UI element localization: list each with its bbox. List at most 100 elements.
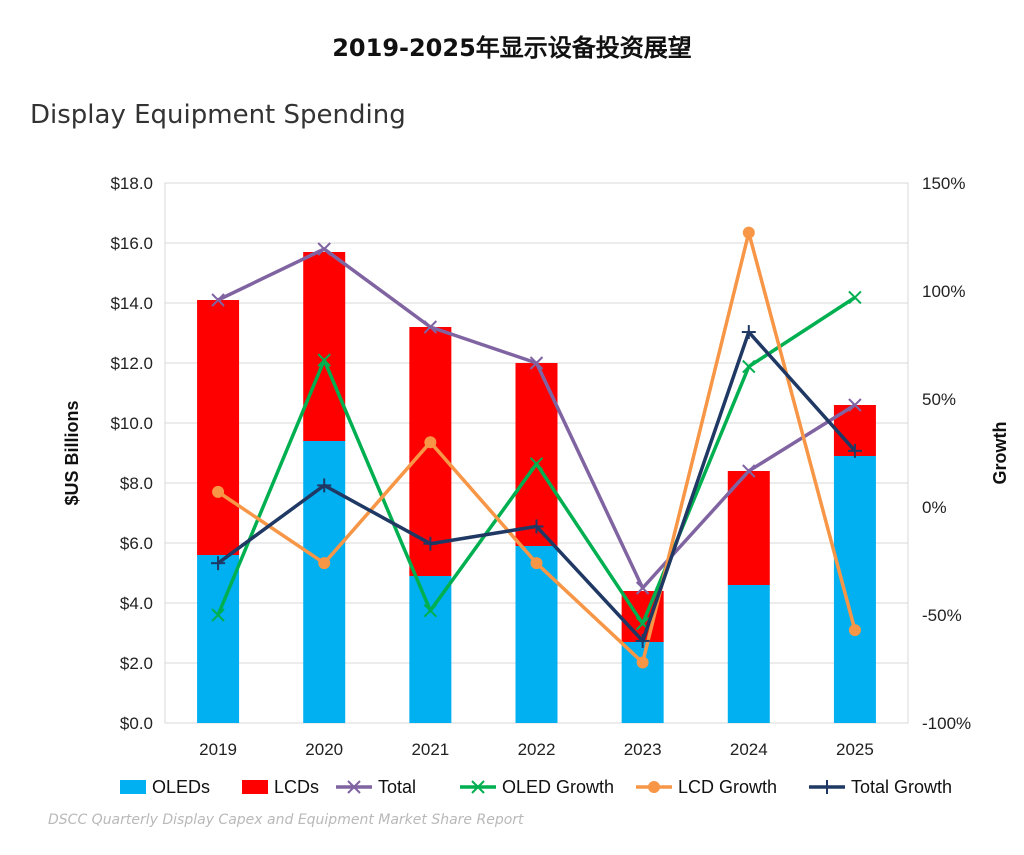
y2-tick-label: 100% <box>922 282 965 301</box>
point-total-2024-stroke <box>742 464 756 478</box>
point-total-2025 <box>848 398 862 412</box>
point-total-2019-stroke <box>211 293 225 307</box>
legend-marker-oled_growth-stroke <box>471 780 485 794</box>
legend-item-oled_growth: OLED Growth <box>460 777 614 797</box>
point-oled_growth-2022 <box>529 457 544 471</box>
y-tick-label: $8.0 <box>120 474 153 493</box>
y-axis-title: $US Billions <box>62 400 82 505</box>
point-oled_growth-2025 <box>848 290 862 305</box>
legend-label-oled_growth: OLED Growth <box>502 777 614 797</box>
legend-label-lcd_growth: LCD Growth <box>678 777 777 797</box>
point-lcd_growth-2021 <box>424 436 437 449</box>
x-tick-label: 2025 <box>836 740 874 759</box>
point-total-2021 <box>423 320 438 334</box>
point-lcd_growth-2022 <box>530 557 543 570</box>
point-oled_growth-2020-stroke <box>317 353 331 367</box>
y2-axis-title: Growth <box>990 422 1010 485</box>
legend-swatch-lcds <box>242 780 268 794</box>
legend-label-oleds: OLEDs <box>152 777 210 797</box>
y-tick-label: $18.0 <box>110 174 153 193</box>
bar-oleds-2021 <box>409 576 452 723</box>
point-oled_growth-2021-stroke <box>423 603 438 618</box>
point-total_growth-2019 <box>211 556 226 571</box>
chart-title: Display Equipment Spending <box>30 100 406 130</box>
bar-lcds-2019 <box>197 300 240 555</box>
bar-lcds-2024 <box>727 471 770 585</box>
legend-marker-total <box>347 780 361 794</box>
point-oled_growth-2022-stroke <box>529 457 544 471</box>
point-lcd_growth-2023 <box>636 656 649 669</box>
point-oled_growth-2020 <box>317 353 331 367</box>
legend-marker-total_growth <box>820 780 834 794</box>
y-tick-label: $10.0 <box>110 414 153 433</box>
legend-label-total_growth: Total Growth <box>851 777 952 797</box>
point-lcd_growth-2019 <box>212 485 225 498</box>
y-tick-label: $4.0 <box>120 594 153 613</box>
x-tick-label: 2021 <box>411 740 449 759</box>
point-total_growth-2023 <box>635 633 650 648</box>
legend-marker-oled_growth <box>471 780 485 794</box>
point-total-2020 <box>317 242 331 256</box>
point-oled_growth-2025-stroke <box>848 290 862 305</box>
legend-item-total_growth: Total Growth <box>809 777 952 797</box>
bar-oleds-2022 <box>515 546 558 723</box>
point-oled_growth-2024 <box>742 359 756 374</box>
x-tick-label: 2024 <box>730 740 768 759</box>
y2-tick-label: 50% <box>922 390 956 409</box>
bars <box>197 252 876 723</box>
bar-oleds-2023 <box>621 642 664 723</box>
x-tick-label: 2020 <box>305 740 343 759</box>
y2-tick-label: -50% <box>922 606 962 625</box>
point-total_growth-2021 <box>423 536 438 551</box>
point-total-2023 <box>635 581 650 595</box>
point-total-2019 <box>211 293 225 307</box>
bar-oleds-2024 <box>727 585 770 723</box>
legend-label-lcds: LCDs <box>274 777 319 797</box>
point-oled_growth-2024-stroke <box>742 359 756 374</box>
point-total_growth-2020 <box>317 478 332 493</box>
y-tick-label: $16.0 <box>110 234 153 253</box>
page-title: 2019-2025年显示设备投资展望 <box>332 34 692 62</box>
point-lcd_growth-2020 <box>318 557 331 570</box>
point-total-2025-stroke <box>848 398 862 412</box>
x-tick-label: 2022 <box>518 740 556 759</box>
legend-marker-total-stroke <box>347 780 361 794</box>
axes: $0.0 $2.0 $4.0 $6.0 $8.0 $10.0 $12.0 $14.0 $16.0… <box>62 174 1010 759</box>
point-oled_growth-2019 <box>211 608 225 622</box>
point-total-2022-stroke <box>529 356 544 370</box>
point-oled_growth-2023-stroke <box>635 616 650 631</box>
legend-item-oleds: OLEDs <box>120 777 210 797</box>
point-total_growth-2024 <box>741 325 756 340</box>
point-total-2024 <box>742 464 756 478</box>
y-tick-label: $14.0 <box>110 294 153 313</box>
legend-item-total: Total <box>336 777 416 797</box>
point-total-2021-stroke <box>423 320 438 334</box>
x-tick-label: 2023 <box>624 740 662 759</box>
point-lcd_growth-2024 <box>742 226 755 239</box>
point-total_growth-2025 <box>847 443 862 458</box>
point-total-2022 <box>529 356 544 370</box>
bar-oleds-2025 <box>833 456 876 723</box>
legend-item-lcd_growth: LCD Growth <box>636 777 777 797</box>
legend: OLEDs LCDs Total OLED Growth LCD Growth Total… <box>120 777 952 797</box>
legend-item-lcds: LCDs <box>242 777 319 797</box>
bar-lcds-2020 <box>303 252 346 441</box>
legend-label-total: Total <box>378 777 416 797</box>
y2-tick-label: 0% <box>922 498 947 517</box>
y-tick-label: $2.0 <box>120 654 153 673</box>
point-total-2023-stroke <box>635 581 650 595</box>
point-lcd_growth-2025 <box>848 624 861 637</box>
y-tick-label: $12.0 <box>110 354 153 373</box>
y-tick-label: $0.0 <box>120 714 153 733</box>
point-oled_growth-2021 <box>423 603 438 618</box>
y-tick-label: $6.0 <box>120 534 153 553</box>
point-oled_growth-2019-stroke <box>211 608 225 622</box>
legend-swatch-oleds <box>120 780 146 794</box>
legend-marker-lcd_growth <box>648 781 660 793</box>
point-total_growth-2022 <box>529 519 544 534</box>
y2-tick-label: 150% <box>922 174 965 193</box>
y2-tick-label: -100% <box>922 714 971 733</box>
x-tick-label: 2019 <box>199 740 237 759</box>
source-note: DSCC Quarterly Display Capex and Equipme… <box>48 812 524 828</box>
